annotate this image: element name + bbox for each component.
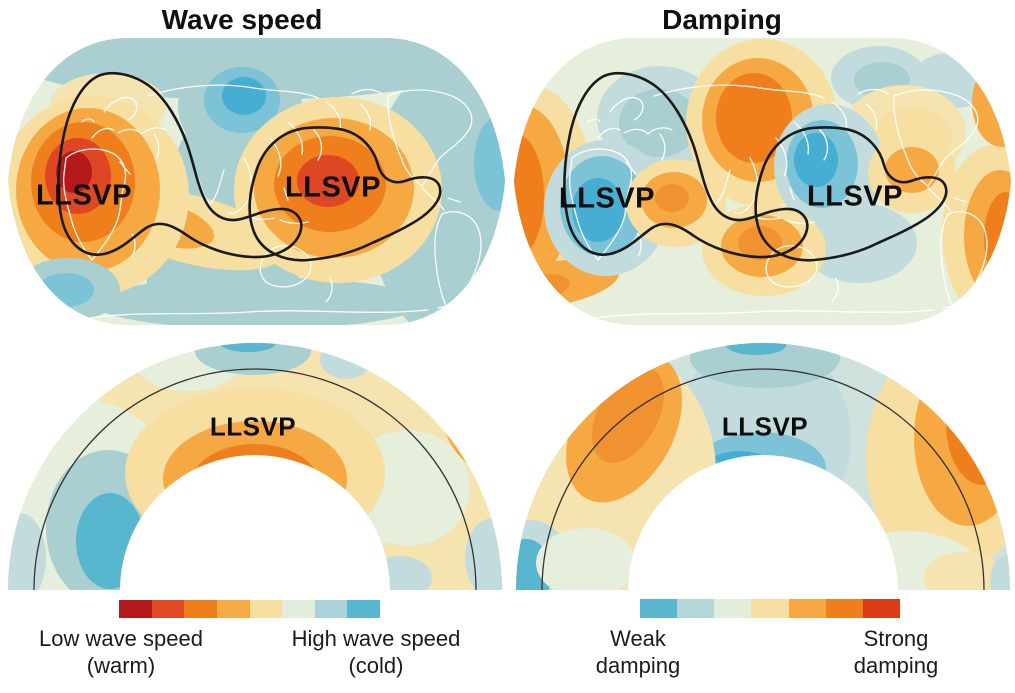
wave-speed-title: Wave speed xyxy=(161,4,323,35)
llsvp-label-section-wave-speed: LLSVP xyxy=(209,411,297,442)
damping-strong-label-line1: Strong xyxy=(863,626,929,651)
colorbar-cell xyxy=(282,600,315,618)
llsvp-label-pacific-damping: LLSVP xyxy=(807,180,903,213)
damping-weak-label-line1: Weak xyxy=(610,626,666,651)
damping-title: Damping xyxy=(662,4,782,35)
damping-colorbar xyxy=(640,599,900,618)
colorbar-cell xyxy=(184,600,217,618)
wave-speed-map xyxy=(8,38,505,325)
wave-speed-cross-section xyxy=(8,343,502,590)
colorbar-cell xyxy=(249,600,283,618)
colorbar-cell xyxy=(862,599,900,618)
strong-damping-australia xyxy=(702,204,826,296)
llsvp-label-pacific-wave-speed: LLSVP xyxy=(285,171,381,204)
damping-map xyxy=(514,38,1011,325)
colorbar-cell xyxy=(151,600,185,618)
colorbar-cell xyxy=(314,600,348,618)
llsvp-label-africa-damping: LLSVP xyxy=(559,182,655,215)
wave-speed-high-label-line2: (cold) xyxy=(348,653,404,678)
cold-anomaly-south-atlantic xyxy=(16,258,120,322)
wave-speed-low-label-line1: Low wave speed xyxy=(39,626,203,651)
damping-weak-label: Weak damping xyxy=(596,625,680,679)
wave-speed-high-label-line1: High wave speed xyxy=(291,626,461,651)
mantle-boundary-arc xyxy=(541,368,985,590)
colorbar-cell xyxy=(751,599,789,618)
colorbar-cell xyxy=(677,599,715,618)
colorbar-cell xyxy=(825,599,863,618)
colorbar-cell xyxy=(216,600,250,618)
wave-speed-low-label: Low wave speed (warm) xyxy=(39,625,203,679)
strong-damping-indian-ocean xyxy=(626,159,726,247)
llsvp-label-section-damping: LLSVP xyxy=(721,411,809,442)
damping-weak-label-line2: damping xyxy=(595,653,681,678)
warm-anomaly-africa xyxy=(8,96,189,296)
colorbar-cell xyxy=(788,599,826,618)
llsvp-label-africa-wave-speed: LLSVP xyxy=(36,179,132,212)
colorbar-cell xyxy=(119,600,152,618)
neutral-bottom-right xyxy=(536,528,1010,590)
wave-speed-high-label: High wave speed (cold) xyxy=(292,625,461,679)
wave-speed-low-label-line2: (warm) xyxy=(86,653,156,678)
damping-strong-label: Strong damping xyxy=(854,625,938,679)
damping-strong-label-line2: damping xyxy=(853,653,939,678)
colorbar-cell xyxy=(640,599,678,618)
colorbar-cell xyxy=(347,600,380,618)
colorbar-cell xyxy=(714,599,752,618)
damping-cross-section xyxy=(516,343,1010,590)
mantle-boundary-arc xyxy=(33,368,477,590)
wave-speed-colorbar xyxy=(119,600,380,618)
